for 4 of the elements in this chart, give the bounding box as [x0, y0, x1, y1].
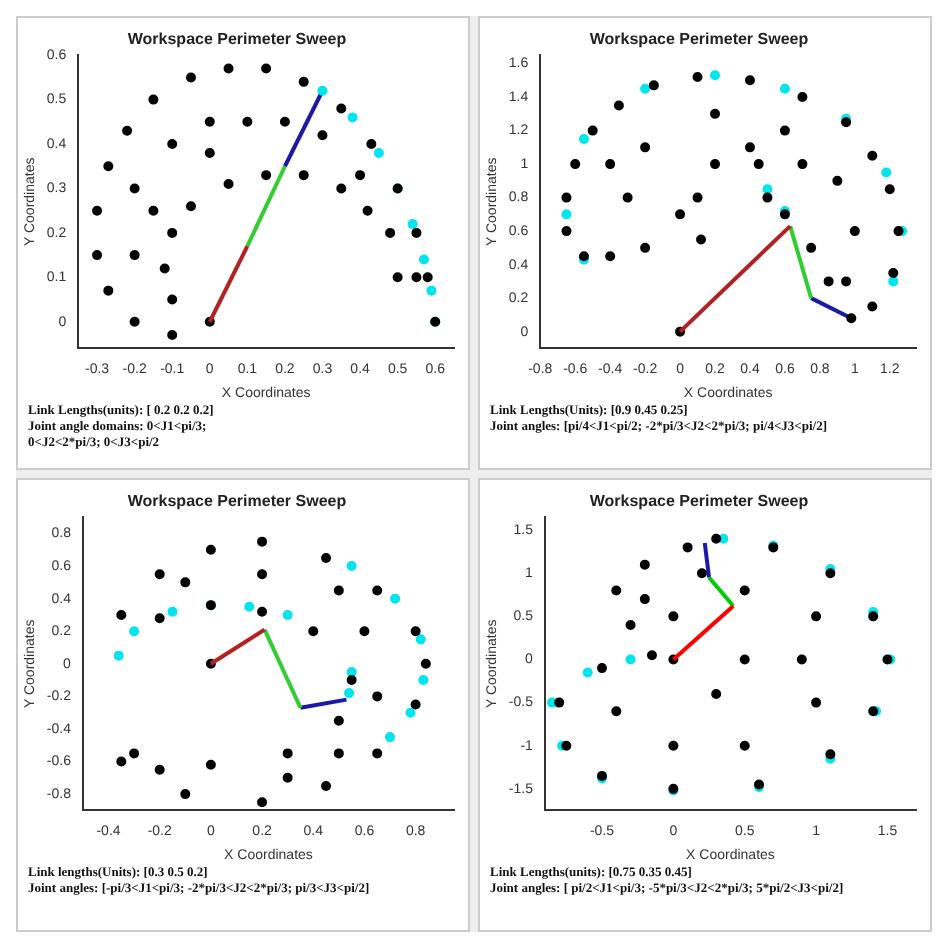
chart-title: Workspace Perimeter Sweep — [589, 30, 809, 49]
chart-title: Workspace Perimeter Sweep — [589, 492, 809, 511]
chart-title: Workspace Perimeter Sweep — [127, 30, 347, 49]
chart-title: Workspace Perimeter Sweep — [127, 492, 347, 511]
